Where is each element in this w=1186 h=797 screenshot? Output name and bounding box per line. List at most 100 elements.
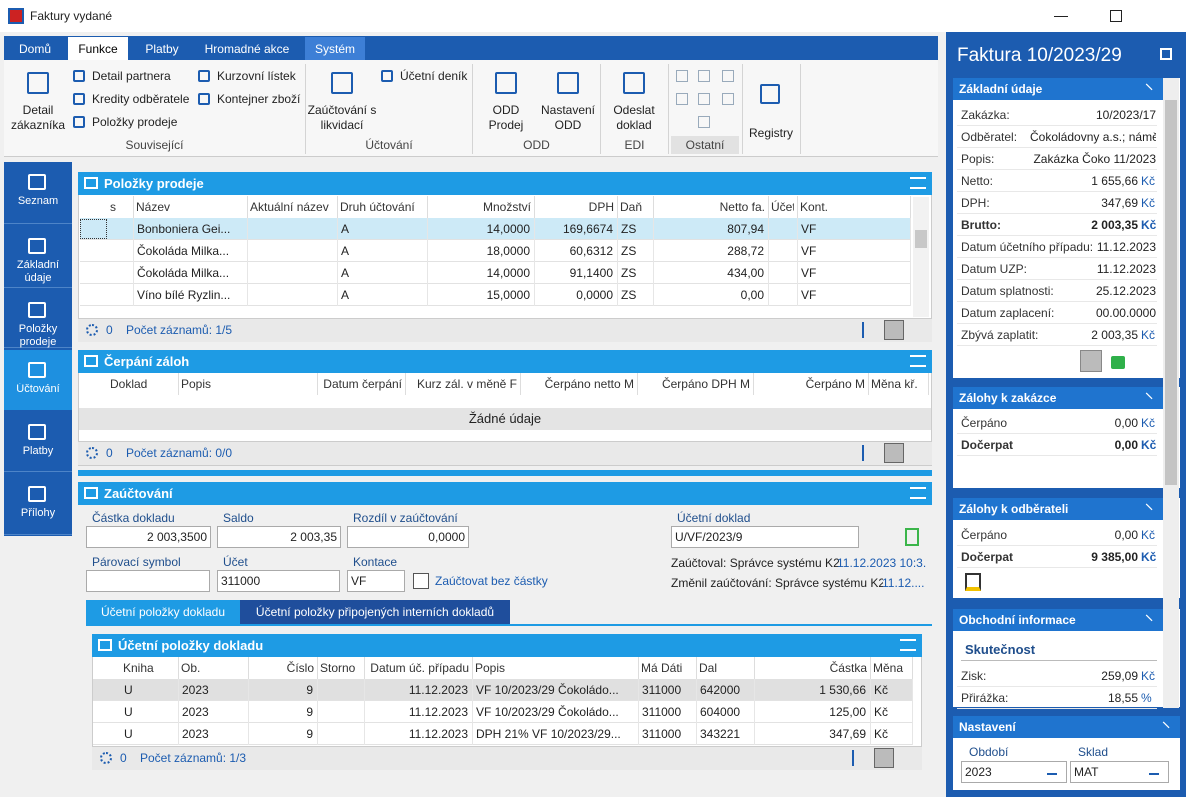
column-header: Částka xyxy=(829,661,867,675)
setting-input[interactable] xyxy=(961,761,1067,783)
section-title: Nastavení xyxy=(959,720,1016,734)
ribbon-button-label[interactable]: Nastavení ODD xyxy=(540,103,596,132)
nav-item[interactable] xyxy=(4,350,72,410)
splitter[interactable] xyxy=(78,470,932,476)
panel-menu[interactable] xyxy=(910,487,926,499)
setting-label: Sklad xyxy=(1078,745,1109,759)
table-row[interactable] xyxy=(93,679,912,701)
ribbon-tab-label[interactable]: Funkce xyxy=(78,42,118,56)
table-row[interactable] xyxy=(80,218,910,240)
cell-separator xyxy=(910,262,911,284)
field-input[interactable] xyxy=(217,570,340,592)
field-input[interactable] xyxy=(671,526,859,548)
ribbon-button-label[interactable]: Odeslat doklad xyxy=(613,103,655,132)
column-separator xyxy=(753,373,754,395)
ribbon-button-label[interactable]: Detail zákazníka xyxy=(10,103,66,132)
column-header: Popis xyxy=(475,661,506,675)
cell-separator xyxy=(364,723,365,745)
field-value[interactable]: 2 003,3500 xyxy=(146,530,207,544)
table-row[interactable] xyxy=(80,262,910,284)
ribbon-tab-label[interactable]: Platby xyxy=(145,42,179,56)
ribbon-small-button-label[interactable]: Účetní deník xyxy=(400,69,468,83)
ribbon-small-button-label[interactable]: Kontejner zboží xyxy=(217,92,301,106)
nav-icon xyxy=(28,424,46,440)
nav-item[interactable] xyxy=(4,474,72,535)
detail-value: 9 385,00 xyxy=(1091,550,1138,564)
cell-separator xyxy=(534,240,535,262)
setting-value[interactable]: MAT xyxy=(1074,765,1099,779)
ribbon-tab[interactable] xyxy=(305,37,365,60)
popout-icon[interactable] xyxy=(1160,48,1172,60)
tab[interactable] xyxy=(240,600,510,624)
nav-item[interactable] xyxy=(4,412,72,472)
panel-title: Zaúčtování xyxy=(104,486,173,501)
nav-item[interactable] xyxy=(4,226,72,288)
ribbon-tab[interactable] xyxy=(68,37,128,60)
field-value[interactable]: 311000 xyxy=(221,574,261,588)
table-cell: Čokoláda Milka... xyxy=(137,266,230,280)
ribbon-small-button-label[interactable]: Detail partnera xyxy=(92,69,171,83)
tab-label[interactable]: Účetní položky připojených interních dok… xyxy=(255,605,495,619)
nav-item[interactable] xyxy=(4,162,72,224)
nav-label[interactable]: Přílohy xyxy=(20,507,56,519)
table-row[interactable] xyxy=(93,701,912,723)
field-value[interactable]: 2 003,35 xyxy=(290,530,337,544)
dropdown-arrow[interactable] xyxy=(1149,767,1159,775)
ribbon-tab-label[interactable]: Hromadné akce xyxy=(204,42,290,56)
ribbon-small-button-label[interactable]: Položky prodeje xyxy=(92,115,178,129)
field-input[interactable] xyxy=(86,526,211,548)
ribbon-small-button-label[interactable]: Kurzovní lístek xyxy=(217,69,296,83)
minimize-button[interactable] xyxy=(1054,16,1068,17)
ribbon-button-label[interactable]: Zaúčtování s likvidací xyxy=(307,103,377,132)
footer-grid-icon[interactable] xyxy=(884,320,904,340)
table-cell: 18,0000 xyxy=(486,244,530,258)
nav-label[interactable]: Základní údaje xyxy=(16,259,60,284)
field-input[interactable] xyxy=(86,570,210,592)
setting-input[interactable] xyxy=(1070,761,1169,783)
field-value[interactable]: VF xyxy=(351,574,367,588)
field-value[interactable]: U/VF/2023/9 xyxy=(675,530,743,544)
footer-grid-icon[interactable] xyxy=(884,443,904,463)
nav-label[interactable]: Účtování xyxy=(16,383,60,395)
field-input[interactable] xyxy=(347,570,405,592)
cell-separator xyxy=(754,679,755,701)
panel-menu[interactable] xyxy=(910,177,926,189)
nav-label[interactable]: Seznam xyxy=(17,195,59,207)
footer-sum-icon[interactable] xyxy=(862,445,878,461)
ribbon-button-label[interactable]: ODD Prodej xyxy=(488,103,524,132)
filter-icon xyxy=(86,324,98,336)
field-input[interactable] xyxy=(217,526,341,548)
table-row[interactable] xyxy=(80,284,910,306)
table-row[interactable] xyxy=(80,240,910,262)
field-label: Částka dokladu xyxy=(92,511,175,525)
column-header: Aktuální název xyxy=(250,200,329,214)
panel-menu[interactable] xyxy=(900,639,916,651)
dropdown-arrow[interactable] xyxy=(1047,767,1057,775)
calculator-icon[interactable] xyxy=(905,528,919,546)
field-input[interactable] xyxy=(347,526,469,548)
checkbox-label[interactable]: Zaúčtovat bez částky xyxy=(435,574,548,588)
tab[interactable] xyxy=(86,600,240,624)
table-cell: Kč xyxy=(874,727,889,741)
ribbon-tab-label[interactable]: Domů xyxy=(18,42,51,56)
cell-separator xyxy=(870,723,871,745)
footer-grid-icon[interactable] xyxy=(874,748,894,768)
footer-sum-icon[interactable] xyxy=(852,750,868,766)
tab-label[interactable]: Účetní položky dokladu xyxy=(100,605,226,619)
table-row[interactable] xyxy=(93,723,912,745)
table-cell: 807,94 xyxy=(727,222,764,236)
cell-separator xyxy=(910,240,911,262)
nav-label[interactable]: Platby xyxy=(22,445,54,457)
maximize-button[interactable] xyxy=(1110,10,1122,22)
ribbon-small-button-label[interactable]: Kredity odběratele xyxy=(92,92,190,106)
panel-menu[interactable] xyxy=(910,355,926,367)
nav-item[interactable] xyxy=(4,290,72,348)
field-value[interactable]: 0,0000 xyxy=(428,530,465,544)
footer-sum-icon[interactable] xyxy=(862,322,878,338)
row-separator xyxy=(957,686,1157,687)
nav-label[interactable]: Položky prodeje xyxy=(18,323,58,348)
setting-value[interactable]: 2023 xyxy=(965,765,992,779)
ribbon-button-label[interactable]: Registry xyxy=(748,126,793,140)
ribbon-tab-label[interactable]: Systém xyxy=(314,42,355,56)
checkbox[interactable] xyxy=(413,573,429,589)
